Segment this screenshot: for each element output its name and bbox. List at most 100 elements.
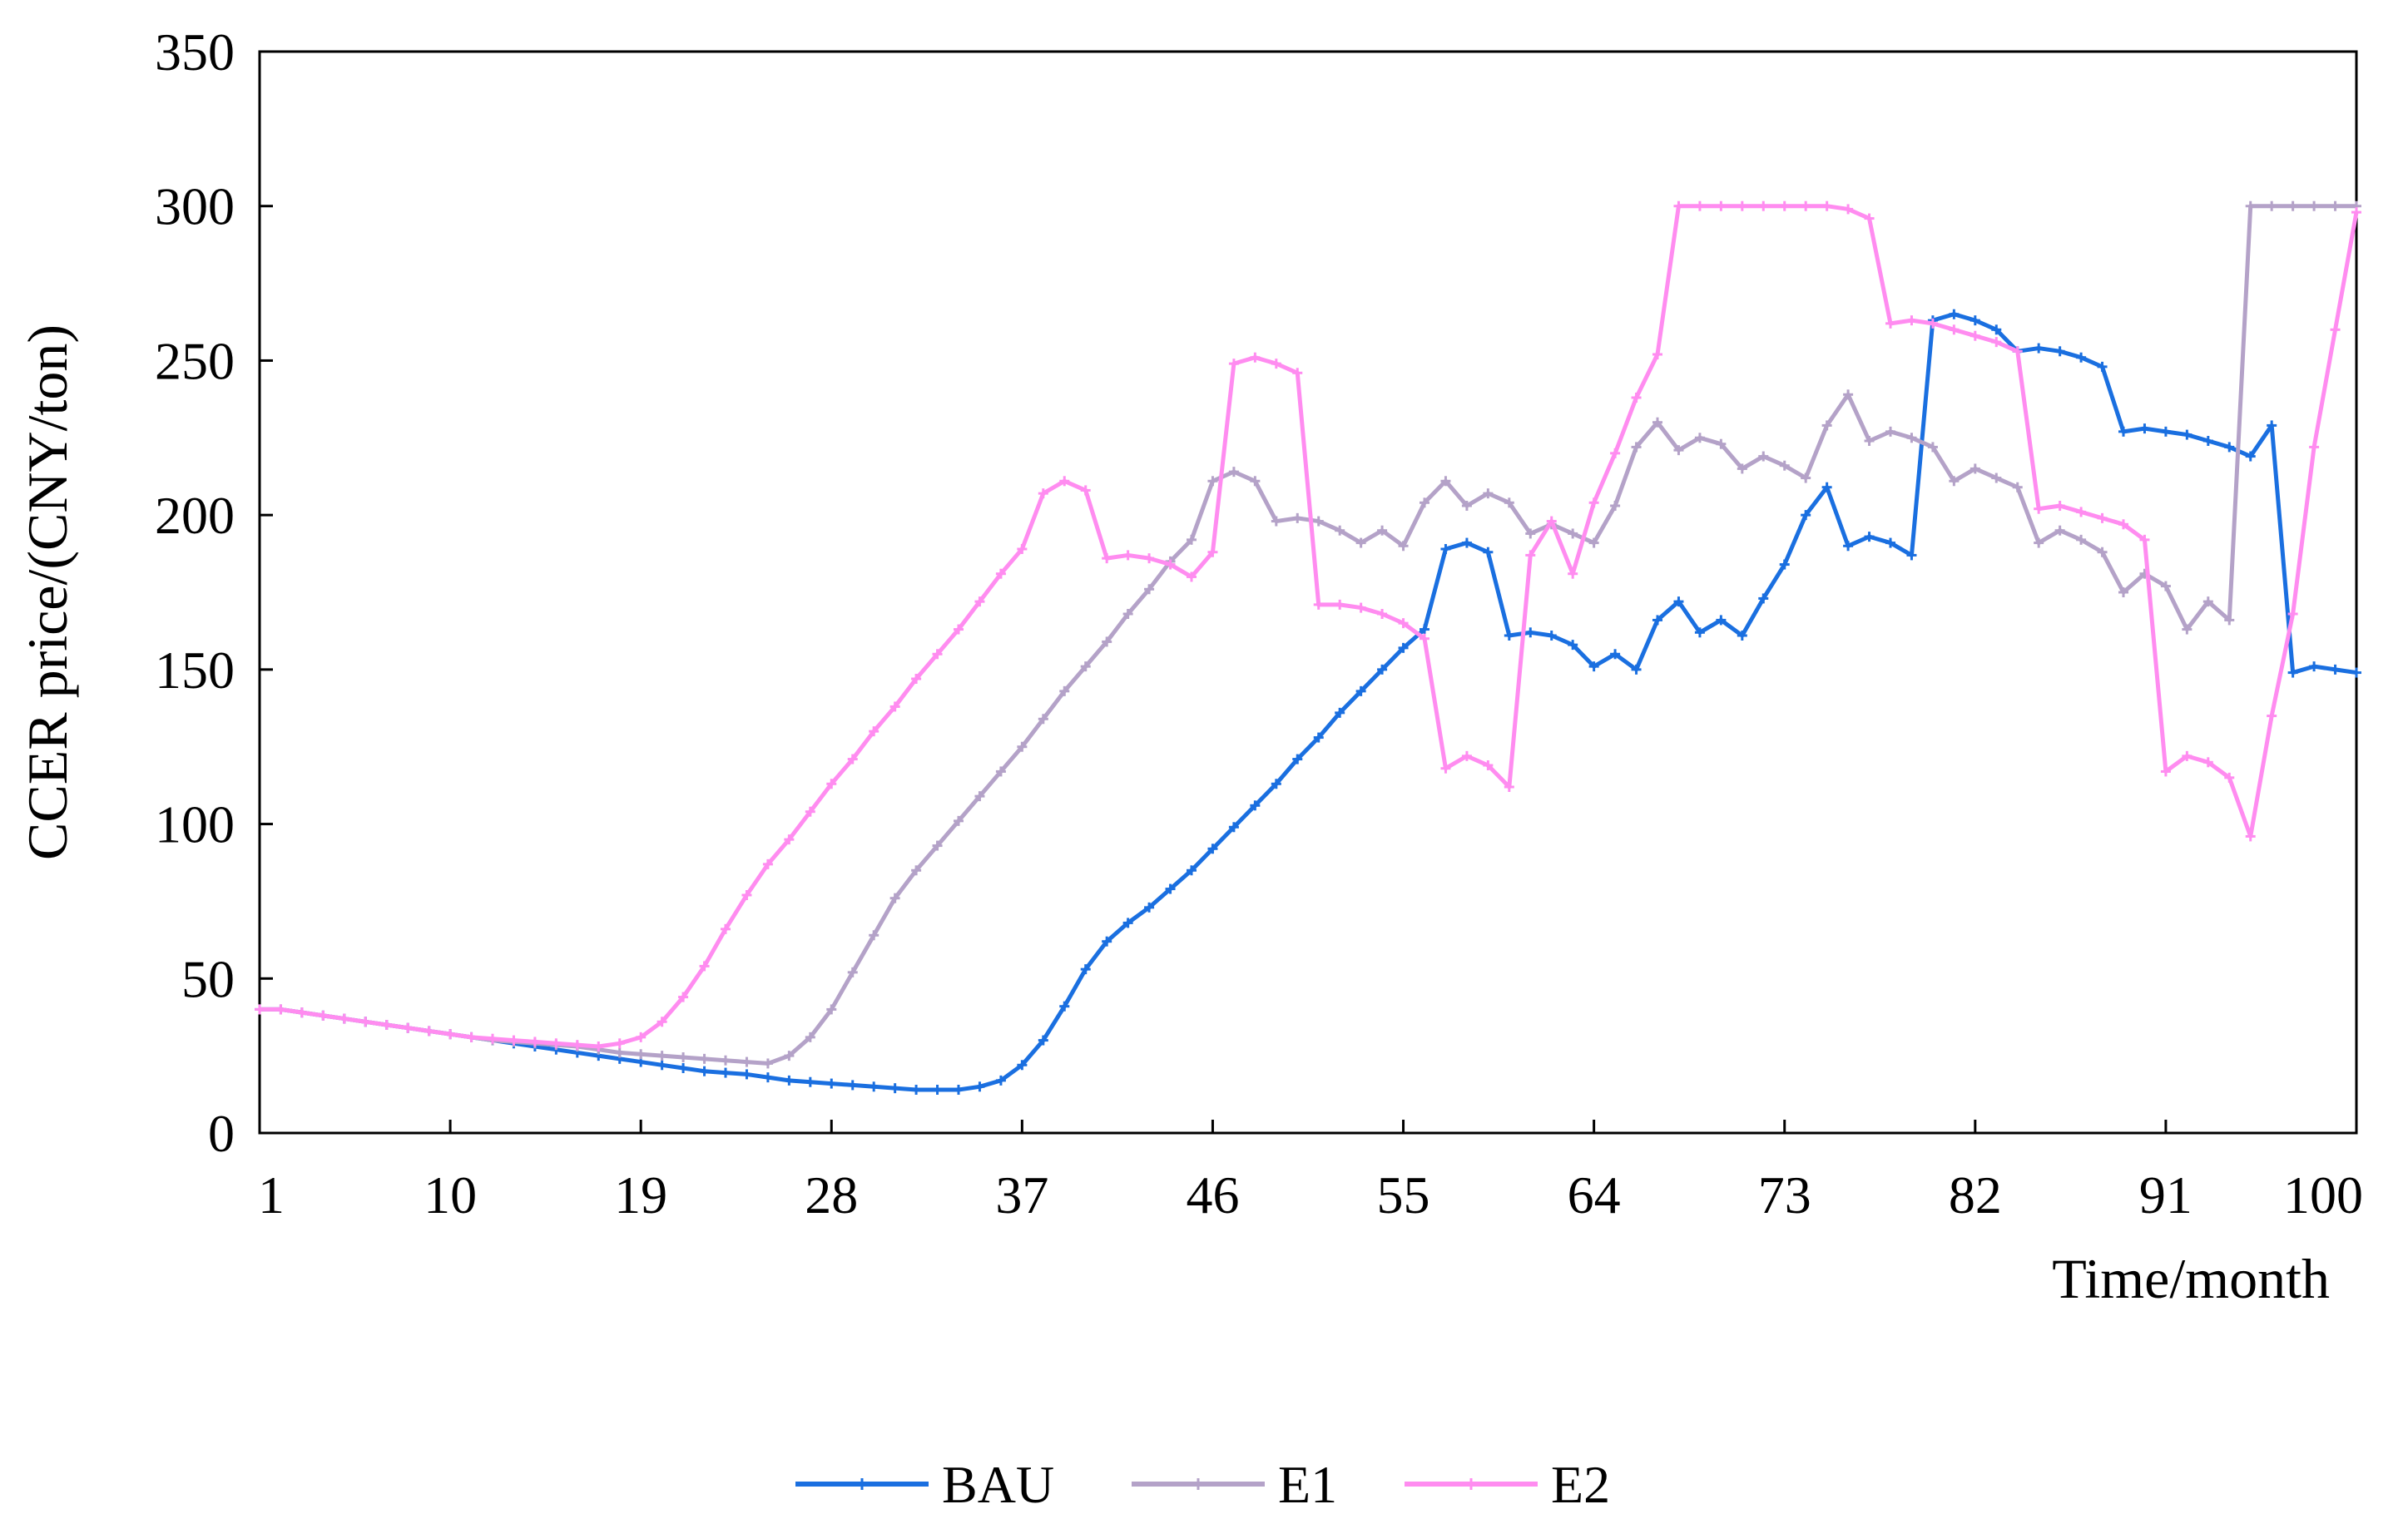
x-tick-label: 46 <box>1186 1165 1239 1225</box>
data-point <box>2054 346 2065 357</box>
data-point <box>1864 532 1875 542</box>
data-point <box>869 726 879 737</box>
data-point <box>1737 200 1747 211</box>
data-point <box>2309 661 2320 672</box>
data-point <box>296 1007 307 1018</box>
data-point <box>2267 200 2277 211</box>
data-point <box>488 1033 498 1044</box>
data-point <box>1250 476 1261 487</box>
data-point <box>1631 393 1642 403</box>
data-point <box>1271 359 1281 369</box>
data-point <box>2224 442 2235 453</box>
data-point <box>2160 426 2171 437</box>
x-tick-label: 37 <box>995 1165 1048 1225</box>
data-point <box>1187 534 1197 545</box>
data-point <box>1631 442 1642 453</box>
data-point <box>1779 200 1790 211</box>
data-point <box>2054 525 2065 536</box>
data-point <box>1102 553 1112 564</box>
data-point <box>889 893 900 903</box>
data-point <box>1250 800 1261 811</box>
data-point <box>1970 330 1980 341</box>
y-tick-label: 200 <box>155 486 235 545</box>
data-point <box>2097 547 2108 557</box>
data-point <box>529 1037 540 1047</box>
data-point <box>657 1051 667 1061</box>
data-point <box>741 890 752 900</box>
data-point <box>1906 433 1917 443</box>
data-point <box>1102 636 1112 647</box>
data-point <box>869 1081 879 1092</box>
data-point <box>2330 200 2341 211</box>
data-point <box>1122 550 1133 561</box>
data-point <box>1525 528 1536 539</box>
data-point <box>699 1053 710 1064</box>
data-point <box>1525 627 1536 638</box>
data-point <box>1207 844 1218 854</box>
data-point <box>2054 501 2065 511</box>
data-point <box>1038 714 1048 725</box>
data-point <box>1694 433 1705 443</box>
data-point <box>954 815 964 826</box>
data-point <box>954 624 964 635</box>
data-point <box>1991 473 2002 483</box>
data-point <box>1038 488 1048 499</box>
data-point <box>2097 512 2108 523</box>
data-point <box>1885 318 1895 329</box>
data-point <box>721 1067 731 1078</box>
data-point <box>2287 200 2298 211</box>
data-point <box>784 834 795 845</box>
data-point <box>1440 476 1451 487</box>
data-point <box>826 1078 837 1089</box>
data-point <box>318 1010 329 1021</box>
data-point <box>1864 213 1875 224</box>
data-point <box>636 1049 647 1060</box>
data-point <box>995 766 1006 777</box>
data-point <box>403 1022 414 1033</box>
data-point <box>2118 587 2128 597</box>
data-point <box>1843 204 1854 215</box>
data-point <box>1377 609 1388 619</box>
data-point <box>1440 544 1451 554</box>
data-point <box>1017 741 1028 752</box>
data-point <box>1991 337 2002 348</box>
data-point <box>1737 631 1747 641</box>
data-point <box>826 779 837 789</box>
series-line-e1 <box>260 204 2356 1066</box>
data-point <box>2330 664 2341 675</box>
legend: BAU E1 E2 <box>795 1455 1610 1514</box>
data-point <box>974 791 985 802</box>
data-point <box>1843 541 1854 552</box>
data-point <box>2287 609 2298 619</box>
data-point <box>572 1040 582 1051</box>
data-point <box>1355 537 1366 548</box>
data-point <box>1187 865 1197 876</box>
data-point <box>1568 528 1578 539</box>
data-point <box>1906 315 1917 326</box>
x-tick-label: 55 <box>1377 1165 1430 1225</box>
data-point <box>2224 615 2235 626</box>
y-tick-label: 0 <box>208 1104 235 1163</box>
data-point <box>1504 631 1514 641</box>
data-point <box>1737 463 1747 474</box>
data-point <box>1398 618 1409 629</box>
data-point <box>657 1060 667 1071</box>
data-point <box>2267 710 2277 721</box>
data-point <box>1122 918 1133 928</box>
series-line-bau <box>260 312 2357 1092</box>
data-point <box>1588 537 1599 548</box>
data-point <box>1673 596 1684 607</box>
data-point <box>1758 200 1769 211</box>
data-point <box>1483 488 1494 499</box>
data-point <box>1461 501 1472 511</box>
data-point <box>721 923 731 934</box>
data-point <box>699 961 710 972</box>
data-point <box>869 930 879 941</box>
x-tick-label: 1 <box>258 1165 285 1225</box>
data-point <box>826 1004 837 1015</box>
data-point <box>1335 707 1345 718</box>
data-point <box>1038 1035 1048 1046</box>
data-point <box>1355 602 1366 613</box>
data-point <box>2245 831 2256 842</box>
data-point <box>1228 822 1239 833</box>
